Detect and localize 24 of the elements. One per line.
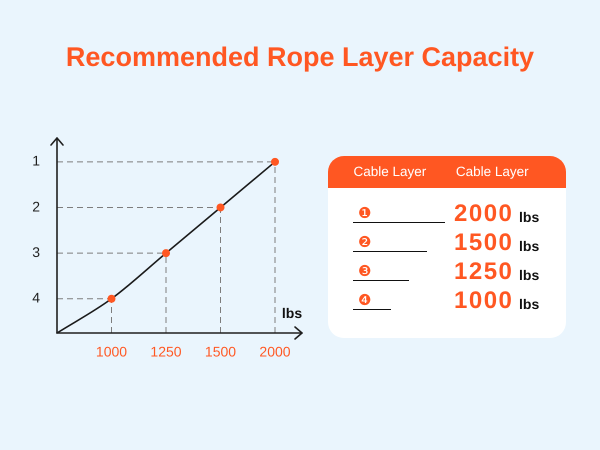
text: 1250 lbs <box>454 258 540 285</box>
x-tick-label: 2000 <box>259 343 291 360</box>
x-tick-label: 1250 <box>150 343 182 360</box>
category-label: ❹ <box>353 291 391 310</box>
point <box>271 158 279 166</box>
point <box>108 294 116 303</box>
category-label: ❸ <box>353 262 409 281</box>
category-label: ❶ <box>353 204 445 223</box>
text: 2000 lbs <box>454 200 540 227</box>
y-tick-label: 3 <box>32 244 40 260</box>
x-tick-label: 1500 <box>204 343 236 360</box>
x-axis-title: lbs <box>282 304 302 321</box>
x-tick-label: 1000 <box>96 343 128 360</box>
chart-title: Recommended Rope Layer Capacity <box>64 41 536 74</box>
point <box>162 249 170 258</box>
text: Cable Layer <box>353 164 426 180</box>
point <box>216 203 224 212</box>
text: Cable Layer <box>456 164 529 180</box>
y-tick-label: 1 <box>32 152 40 169</box>
text: 1000 lbs <box>454 287 540 314</box>
y-tick-label: 4 <box>32 290 40 306</box>
category-label: ❷ <box>353 233 427 252</box>
y-tick-label: 2 <box>32 198 40 214</box>
text: 1500 lbs <box>454 229 540 256</box>
